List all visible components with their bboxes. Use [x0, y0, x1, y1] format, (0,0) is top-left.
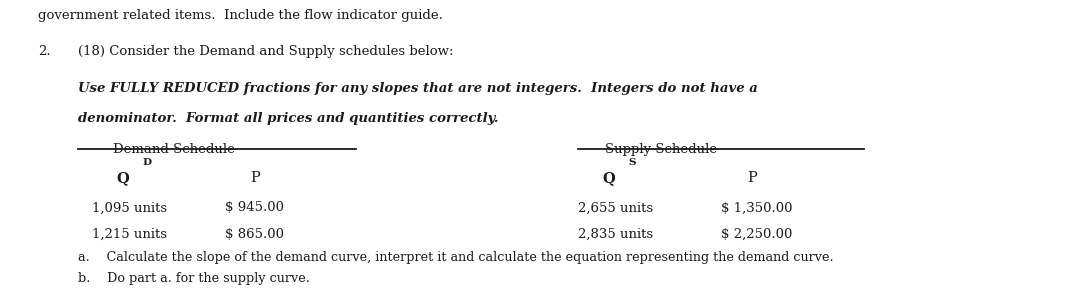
Text: Q: Q: [603, 171, 616, 185]
Text: b.  Do part a. for the supply curve.: b. Do part a. for the supply curve.: [78, 272, 310, 285]
Text: (18) Consider the Demand and Supply schedules below:: (18) Consider the Demand and Supply sche…: [78, 45, 454, 58]
Text: Supply Schedule: Supply Schedule: [605, 143, 717, 156]
Text: $ 2,250.00: $ 2,250.00: [721, 228, 793, 241]
Text: P: P: [251, 171, 260, 185]
Text: 2,655 units: 2,655 units: [578, 201, 653, 215]
Text: Q: Q: [117, 171, 130, 185]
Text: $ 865.00: $ 865.00: [225, 228, 284, 241]
Text: 1,215 units: 1,215 units: [92, 228, 166, 241]
Text: S: S: [629, 158, 636, 167]
Text: Use FULLY REDUCED fractions for any slopes that are not integers.  Integers do n: Use FULLY REDUCED fractions for any slop…: [78, 82, 758, 95]
Text: denominator.  Format all prices and quantities correctly.: denominator. Format all prices and quant…: [78, 112, 498, 126]
Text: $ 1,350.00: $ 1,350.00: [721, 201, 793, 215]
Text: a.  Calculate the slope of the demand curve, interpret it and calculate the equa: a. Calculate the slope of the demand cur…: [78, 251, 834, 264]
Text: D: D: [143, 158, 151, 167]
Text: P: P: [747, 171, 757, 185]
Text: $ 945.00: $ 945.00: [225, 201, 284, 215]
Text: 1,095 units: 1,095 units: [92, 201, 167, 215]
Text: government related items.  Include the flow indicator guide.: government related items. Include the fl…: [38, 9, 443, 22]
Text: 2.: 2.: [38, 45, 51, 58]
Text: Demand Schedule: Demand Schedule: [113, 143, 235, 156]
Text: 2,835 units: 2,835 units: [578, 228, 653, 241]
